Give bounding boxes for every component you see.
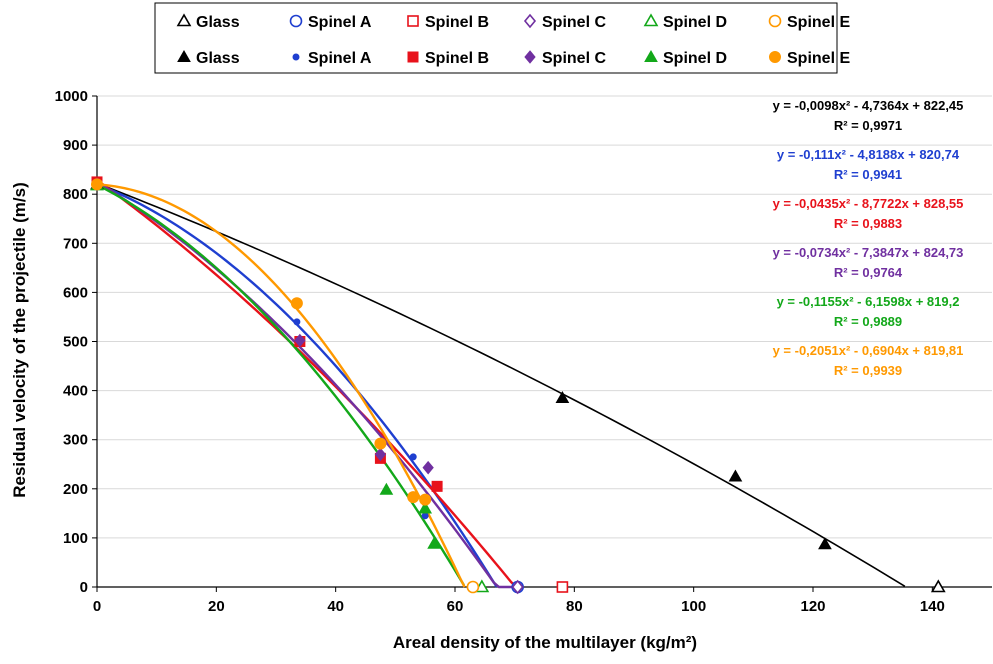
legend-open-marker-spinel-c	[523, 13, 537, 29]
y-tick-label: 700	[63, 235, 88, 252]
x-tick-label: 80	[566, 598, 583, 615]
legend-label-open-spinel-d: Spinel D	[663, 14, 727, 31]
point-spinel-e	[290, 297, 303, 310]
point-spinel-a	[421, 512, 429, 520]
y-tick-label: 1000	[55, 88, 88, 105]
open-point-spinel-b	[556, 581, 569, 593]
point-spinel-c	[294, 333, 306, 348]
y-tick-label: 300	[63, 432, 88, 449]
equation-spinel-e: y = -0,2051x² - 0,6904x + 819,81	[773, 343, 964, 358]
r2-glass: R² = 0,9971	[834, 118, 902, 133]
fit-curve-spinel-e	[96, 183, 466, 588]
x-tick-label: 20	[208, 598, 225, 615]
legend-label-filled-glass: Glass	[196, 50, 240, 67]
y-tick-label: 0	[80, 579, 88, 596]
x-axis-title: Areal density of the multilayer (kg/m²)	[393, 633, 697, 652]
fit-curve-spinel-c	[96, 181, 515, 589]
point-glass	[818, 537, 832, 550]
equation-spinel-a: y = -0,111x² - 4,8188x + 820,74	[777, 147, 960, 162]
legend-label-filled-spinel-c: Spinel C	[542, 50, 606, 67]
legend-label-filled-spinel-b: Spinel B	[425, 50, 489, 67]
legend-filled-marker-glass	[177, 49, 191, 62]
fit-curve-glass	[96, 182, 906, 587]
legend-open-marker-spinel-a	[289, 14, 303, 28]
point-spinel-e	[407, 491, 420, 504]
point-spinel-d	[427, 536, 441, 549]
open-point-glass	[930, 579, 946, 593]
legend: Glass Glass Spinel A Spinel A Spinel B Spinel…	[154, 2, 850, 74]
y-tick-label: 100	[63, 530, 88, 547]
point-spinel-a	[293, 318, 301, 326]
legend-label-filled-spinel-e: Spinel E	[787, 50, 850, 67]
x-tick-label: 60	[447, 598, 464, 615]
point-spinel-e	[91, 178, 103, 191]
legend-open-marker-spinel-e	[768, 14, 782, 28]
legend-label-open-spinel-a: Spinel A	[308, 14, 372, 31]
point-spinel-b	[431, 480, 443, 492]
r2-spinel-b: R² = 0,9883	[834, 216, 902, 231]
point-spinel-a	[409, 453, 417, 461]
x-tick-label: 100	[681, 598, 706, 615]
equation-spinel-d: y = -0,1155x² - 6,1598x + 819,2	[777, 294, 960, 309]
point-glass	[555, 390, 570, 403]
grid-lines	[97, 95, 992, 539]
legend-filled-marker-spinel-c	[524, 50, 536, 64]
open-point-spinel-e	[466, 580, 480, 594]
open-point-spinel-c	[511, 579, 524, 595]
y-tick-label: 200	[63, 481, 88, 498]
trendline-equations: y = -0,0098x² - 4,7364x + 822,45 R² = 0,9…	[773, 98, 964, 378]
r2-spinel-e: R² = 0,9939	[834, 363, 902, 378]
legend-open-marker-spinel-b	[407, 15, 419, 27]
legend-filled-marker-spinel-d	[644, 49, 658, 62]
point-spinel-e	[419, 493, 432, 506]
equation-spinel-c: y = -0,0734x² - 7,3847x + 824,73	[773, 245, 964, 260]
fit-curve-spinel-d	[96, 183, 465, 586]
y-axis-title: Residual velocity of the projectile (m/s…	[10, 182, 29, 498]
legend-open-marker-spinel-d	[643, 13, 659, 27]
point-spinel-d	[379, 482, 394, 495]
point-spinel-e	[374, 437, 387, 450]
legend-label-open-glass: Glass	[196, 14, 240, 31]
legend-label-filled-spinel-d: Spinel D	[663, 50, 727, 67]
y-tick-label: 900	[63, 137, 88, 154]
legend-filled-marker-spinel-b	[407, 51, 419, 63]
point-glass	[728, 469, 743, 482]
r2-spinel-c: R² = 0,9764	[834, 265, 903, 280]
y-tick-label: 600	[63, 284, 88, 301]
x-tick-label: 0	[93, 598, 101, 615]
x-tick-labels: 0 20 40 60 80 100 120 140	[93, 598, 945, 615]
y-tick-label: 800	[63, 186, 88, 203]
r2-spinel-a: R² = 0,9941	[834, 167, 902, 182]
legend-filled-marker-spinel-a	[292, 53, 300, 61]
legend-open-marker-glass	[176, 13, 192, 27]
fit-curve-spinel-b	[96, 179, 518, 588]
legend-label-filled-spinel-a: Spinel A	[308, 50, 372, 67]
data-points	[90, 176, 946, 595]
y-tick-labels: 0 100 200 300 400 500 600 700 800 900 1000	[55, 88, 88, 596]
legend-label-open-spinel-e: Spinel E	[787, 14, 850, 31]
x-tick-label: 140	[920, 598, 945, 615]
legend-filled-marker-spinel-e	[769, 51, 781, 63]
point-spinel-d	[418, 501, 433, 514]
fit-curve-spinel-a	[96, 182, 498, 588]
y-tick-label: 500	[63, 334, 88, 351]
point-spinel-c	[422, 460, 434, 475]
legend-label-open-spinel-c: Spinel C	[542, 14, 606, 31]
equation-spinel-b: y = -0,0435x² - 8,7722x + 828,55	[773, 196, 964, 211]
legend-label-open-spinel-b: Spinel B	[425, 14, 489, 31]
x-tick-label: 120	[800, 598, 825, 615]
equation-glass: y = -0,0098x² - 4,7364x + 822,45	[773, 98, 964, 113]
r2-spinel-d: R² = 0,9889	[834, 314, 902, 329]
point-spinel-c	[374, 447, 387, 462]
fit-curves	[96, 179, 906, 589]
y-tick-label: 400	[63, 383, 88, 400]
x-tick-label: 40	[327, 598, 344, 615]
